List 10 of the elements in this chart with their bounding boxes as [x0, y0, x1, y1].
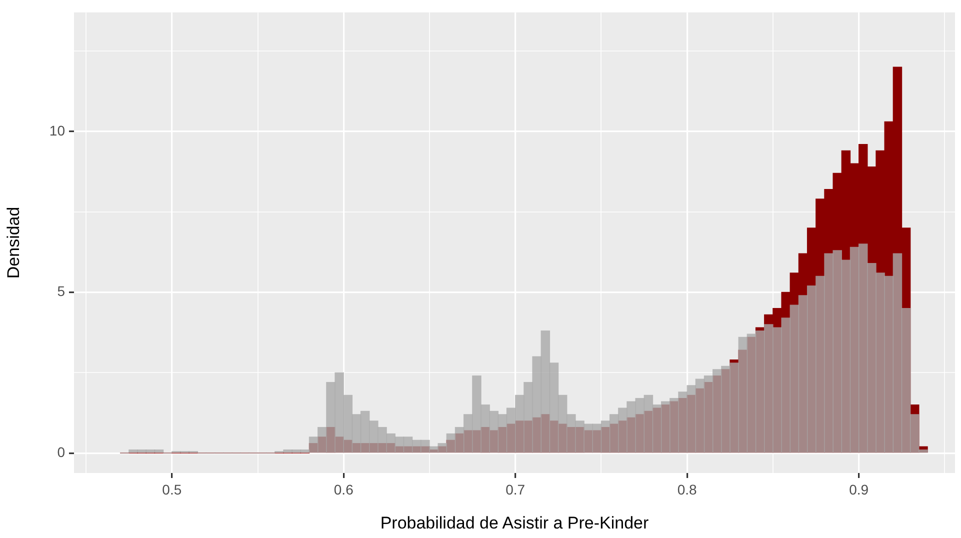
x-tick-label: 0.9	[849, 481, 869, 498]
y-axis-title: Densidad	[4, 206, 23, 279]
x-tick-label: 0.7	[506, 481, 526, 498]
y-tick-label: 10	[49, 122, 66, 138]
y-tick-label: 5	[57, 283, 66, 300]
x-axis-title: Probabilidad de Asistir a Pre-Kinder	[380, 513, 650, 532]
y-tick-label: 0	[57, 444, 66, 460]
x-tick-label: 0.6	[334, 481, 354, 498]
x-tick-label: 0.5	[162, 481, 182, 498]
x-tick-label: 0.8	[677, 481, 698, 498]
